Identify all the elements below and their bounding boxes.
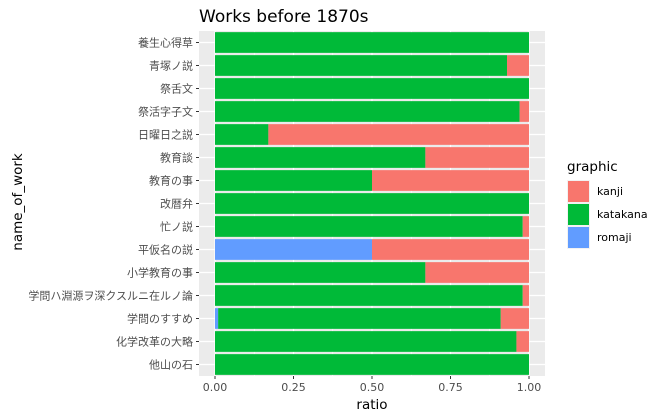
y-tick-label: 養生心得草 [138, 36, 193, 50]
bars [215, 32, 529, 375]
bar-katakana [215, 124, 269, 145]
legend-title: graphic [567, 159, 618, 175]
legend-swatch-katakana [568, 204, 589, 225]
bar-romaji [215, 239, 372, 260]
x-axis-title: ratio [356, 397, 387, 413]
bar-kanji [268, 124, 529, 145]
y-tick-label: 他山の石 [149, 359, 193, 372]
bar-kanji [519, 101, 529, 122]
legend-swatch-kanji [568, 181, 589, 202]
bar-kanji [522, 216, 529, 237]
y-tick-label: 祭舌文 [160, 82, 193, 96]
bar-katakana [215, 101, 520, 122]
y-axis-title: name_of_work [10, 153, 26, 251]
y-tick-label: 小学教育の事 [127, 266, 193, 280]
bar-katakana [215, 354, 529, 375]
bar-katakana [215, 55, 508, 76]
legend-swatch-romaji [568, 227, 589, 248]
x-axis-ticks: 0.00 0.25 0.50 0.75 1.00 [203, 376, 542, 394]
bar-kanji [425, 262, 529, 283]
y-tick-label: 教育談 [160, 151, 193, 165]
legend-label-katakana: katakana [597, 208, 648, 221]
bar-katakana [215, 32, 529, 53]
bar-kanji [516, 331, 529, 352]
bar-kanji [372, 170, 529, 191]
legend-label-kanji: kanji [597, 185, 623, 198]
x-tick-label: 0.25 [281, 381, 306, 394]
legend-label-romaji: romaji [597, 231, 632, 244]
y-tick-label: 教育の事 [149, 174, 193, 188]
bar-kanji [500, 308, 529, 329]
bar-katakana [215, 78, 529, 99]
bar-katakana [215, 285, 523, 306]
bar-romaji [215, 308, 219, 329]
y-tick-label: 学問のすすめ [127, 312, 193, 326]
bar-kanji [425, 147, 529, 168]
bar-katakana [218, 308, 501, 329]
y-tick-label: 祭活字子文 [138, 105, 193, 119]
y-axis-ticks: 養生心得草青塚ノ説祭舌文祭活字子文日曜日之説教育談教育の事改暦弁忙ノ説平仮名の説… [28, 36, 199, 372]
legend: graphic kanji katakana romaji [567, 159, 648, 249]
bar-katakana [215, 216, 523, 237]
bar-katakana [215, 331, 517, 352]
y-tick-label: 平仮名の説 [138, 243, 193, 257]
y-tick-label: 青塚ノ説 [149, 59, 193, 73]
y-tick-label: 化学改革の大略 [116, 335, 193, 349]
x-tick-label: 1.00 [517, 381, 542, 394]
bar-katakana [215, 147, 426, 168]
x-tick-label: 0.75 [438, 381, 463, 394]
y-tick-label: 改暦弁 [160, 197, 193, 211]
bar-katakana [215, 262, 426, 283]
bar-katakana [215, 170, 372, 191]
x-tick-label: 0.00 [203, 381, 228, 394]
x-tick-label: 0.50 [360, 381, 385, 394]
bar-katakana [215, 193, 529, 214]
y-tick-label: 学問ハ淵源ヲ深クスルニ在ルノ論 [28, 289, 193, 303]
bar-kanji [372, 239, 529, 260]
y-tick-label: 日曜日之説 [138, 128, 193, 142]
bar-kanji [507, 55, 529, 76]
bar-kanji [522, 285, 529, 306]
y-tick-label: 忙ノ説 [160, 220, 193, 234]
chart-title: Works before 1870s [199, 7, 369, 27]
